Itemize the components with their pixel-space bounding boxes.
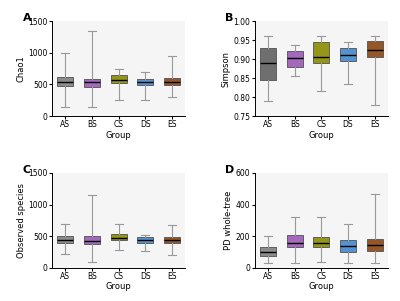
Text: B: B [225,14,234,23]
PathPatch shape [57,236,73,243]
PathPatch shape [164,237,180,243]
Text: D: D [225,165,234,175]
PathPatch shape [57,77,73,85]
X-axis label: Group: Group [106,131,132,140]
PathPatch shape [340,48,356,61]
PathPatch shape [111,234,127,240]
PathPatch shape [164,78,180,85]
PathPatch shape [260,247,276,256]
PathPatch shape [367,239,383,251]
PathPatch shape [287,235,303,247]
Y-axis label: Observed species: Observed species [17,183,26,258]
PathPatch shape [340,240,356,252]
PathPatch shape [84,236,100,244]
Y-axis label: Simpson: Simpson [222,51,231,86]
PathPatch shape [367,41,383,57]
PathPatch shape [137,79,153,85]
PathPatch shape [313,42,329,63]
Y-axis label: PD whole-tree: PD whole-tree [224,191,233,250]
X-axis label: Group: Group [106,282,132,291]
PathPatch shape [313,237,329,247]
PathPatch shape [137,237,153,243]
Text: A: A [23,14,31,23]
PathPatch shape [287,51,303,67]
Text: C: C [23,165,31,175]
X-axis label: Group: Group [308,131,334,140]
Y-axis label: Chao1: Chao1 [17,55,26,82]
PathPatch shape [260,48,276,80]
PathPatch shape [111,76,127,83]
PathPatch shape [84,79,100,87]
X-axis label: Group: Group [308,282,334,291]
